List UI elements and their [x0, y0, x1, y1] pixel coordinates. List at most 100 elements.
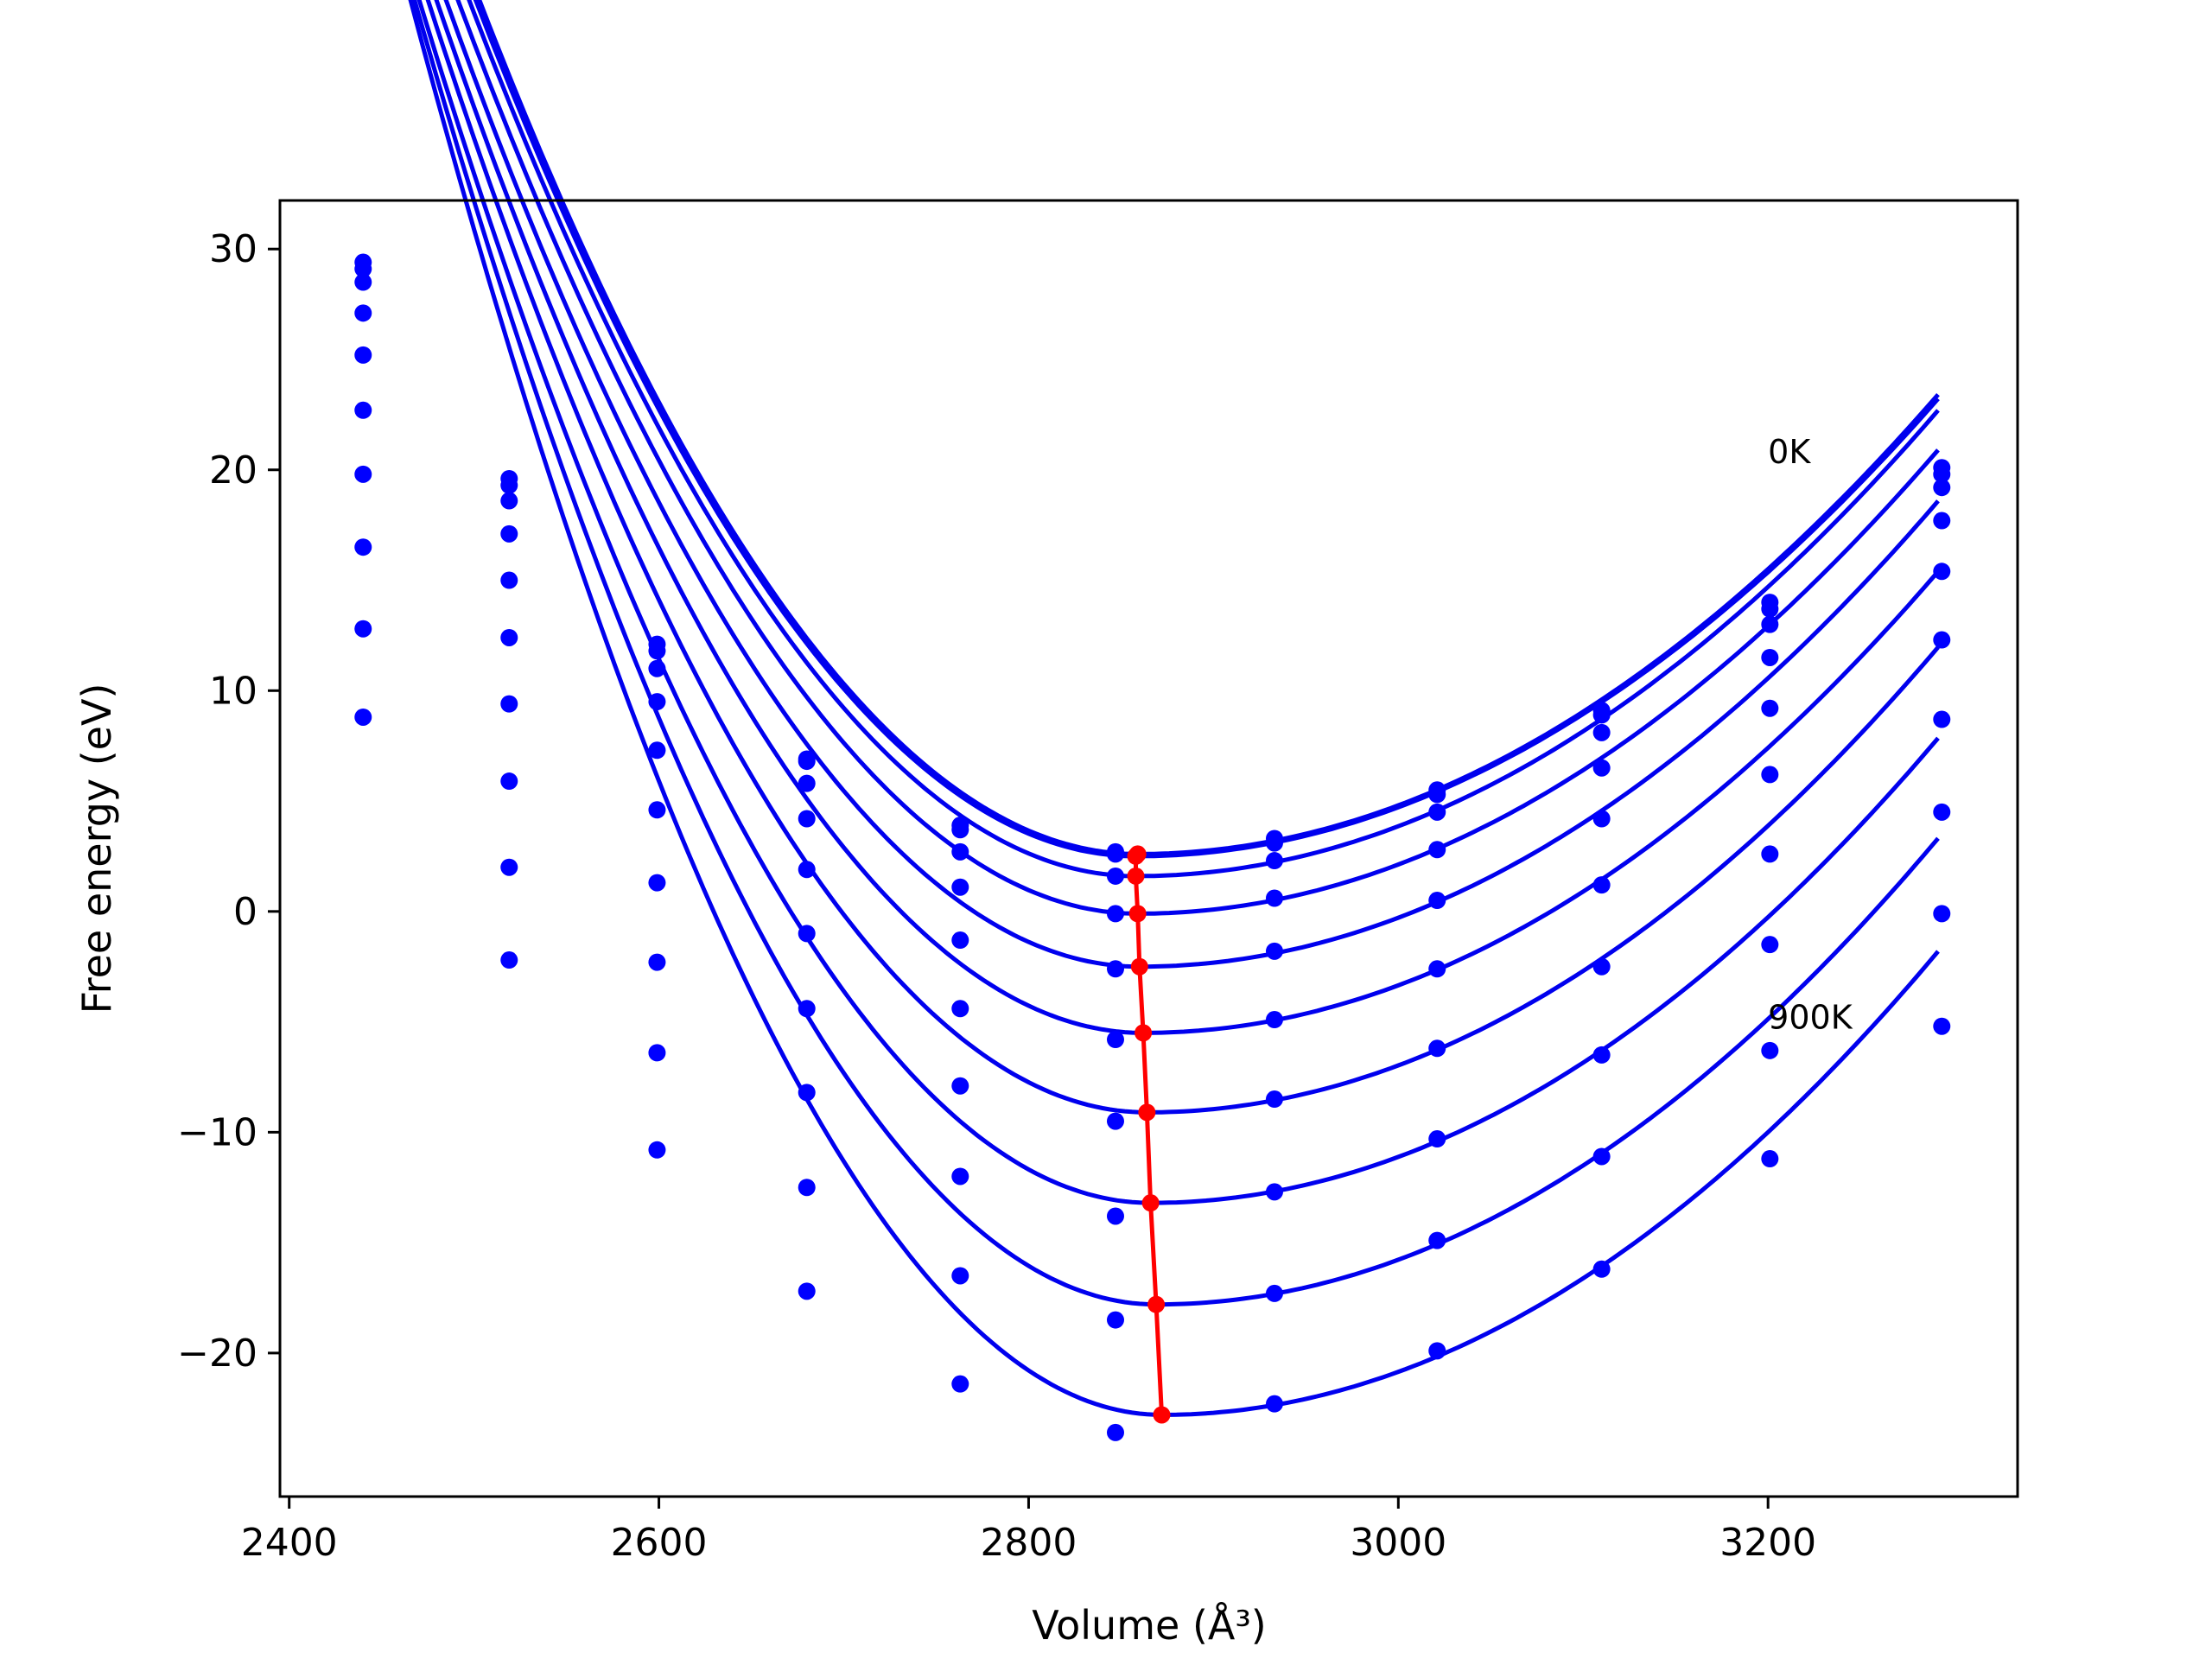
data-point-s8-p0	[354, 620, 372, 638]
data-point-s6-p4	[951, 1077, 969, 1095]
data-point-s4-p0	[354, 346, 372, 364]
minimum-point-4	[1130, 957, 1148, 976]
data-point-s9-p10	[1933, 1017, 1951, 1035]
data-point-s9-p8	[1592, 1260, 1611, 1278]
y-tick-label-10: 10	[209, 669, 257, 713]
data-point-s9-p2	[648, 1141, 666, 1159]
data-point-s8-p10	[1933, 905, 1951, 923]
annotation-1: 900K	[1768, 998, 1853, 1036]
data-point-s8-p3	[798, 1179, 816, 1197]
data-point-s9-p5	[1106, 1423, 1124, 1441]
data-point-s2-p2	[648, 659, 666, 677]
data-point-s3-p1	[500, 524, 518, 543]
data-point-s5-p10	[1933, 631, 1951, 649]
data-point-s4-p6	[1265, 942, 1283, 960]
data-point-s6-p6	[1265, 1090, 1283, 1109]
data-point-s1-p4	[951, 821, 969, 839]
data-point-s8-p6	[1265, 1284, 1283, 1302]
minima-line	[1134, 852, 1164, 1415]
data-point-s7-p1	[500, 772, 518, 791]
data-point-s4-p8	[1592, 810, 1611, 828]
data-point-s6-p10	[1933, 710, 1951, 728]
data-point-s1-p5	[1106, 845, 1124, 863]
data-point-s9-p3	[798, 1282, 816, 1300]
data-point-s9-p4	[951, 1375, 969, 1393]
data-point-s3-p0	[354, 304, 372, 322]
data-point-s1-p9	[1761, 600, 1779, 618]
data-point-s4-p7	[1428, 892, 1446, 910]
data-point-s4-p4	[951, 931, 969, 950]
data-point-s2-p3	[798, 774, 816, 792]
fit-curve-9	[408, 0, 1940, 1418]
minimum-point-9	[1153, 1406, 1171, 1424]
data-point-s9-p7	[1428, 1342, 1446, 1360]
data-point-s6-p8	[1592, 957, 1611, 976]
x-tick-label-2400: 2400	[241, 1521, 338, 1565]
data-point-s7-p6	[1265, 1183, 1283, 1201]
data-point-s5-p6	[1265, 1011, 1283, 1029]
data-point-s6-p2	[648, 874, 666, 892]
x-tick-label-2600: 2600	[611, 1521, 708, 1565]
minimum-point-2	[1127, 867, 1145, 885]
data-point-s2-p1	[500, 492, 518, 510]
data-point-s2-p8	[1592, 723, 1611, 741]
data-point-s8-p4	[951, 1267, 969, 1285]
data-point-s3-p8	[1592, 759, 1611, 777]
data-point-s8-p7	[1428, 1231, 1446, 1249]
axes-frame	[278, 199, 2019, 1498]
data-point-s8-p5	[1106, 1311, 1124, 1329]
data-point-s5-p2	[648, 801, 666, 819]
data-point-s8-p1	[500, 858, 518, 876]
fit-curve-1	[473, 0, 1940, 859]
data-point-s2-p6	[1265, 852, 1283, 870]
data-point-s1-p8	[1592, 706, 1611, 724]
data-point-s7-p2	[648, 953, 666, 971]
data-point-s6-p9	[1761, 845, 1779, 863]
data-point-s6-p3	[798, 1000, 816, 1018]
y-tick-label--20: −20	[177, 1332, 257, 1376]
data-point-s7-p3	[798, 1084, 816, 1102]
data-point-s2-p7	[1428, 803, 1446, 821]
data-point-s9-p6	[1265, 1395, 1283, 1413]
y-tick-label-20: 20	[209, 448, 257, 493]
data-point-s1-p0	[354, 260, 372, 278]
minimum-point-1	[1127, 847, 1145, 865]
data-point-s7-p9	[1761, 936, 1779, 954]
data-point-s5-p5	[1106, 1031, 1124, 1049]
data-point-s7-p7	[1428, 1130, 1446, 1148]
data-point-s2-p4	[951, 842, 969, 861]
y-tick-label-0: 0	[233, 890, 257, 934]
data-point-s3-p2	[648, 693, 666, 711]
fit-curve-3	[455, 0, 1940, 916]
data-point-s6-p1	[500, 695, 518, 713]
y-axis-label: Free energy (eV)	[73, 683, 120, 1014]
data-point-s3-p4	[951, 878, 969, 896]
minimum-point-5	[1135, 1024, 1153, 1042]
x-tick-label-3000: 3000	[1350, 1521, 1446, 1565]
data-point-s6-p0	[354, 465, 372, 483]
data-point-s5-p9	[1761, 766, 1779, 784]
annotation-0: 0K	[1768, 433, 1811, 471]
data-point-s7-p4	[951, 1167, 969, 1185]
data-point-s9-p0	[354, 708, 372, 726]
x-tick-label-3200: 3200	[1719, 1521, 1816, 1565]
data-point-s3-p10	[1933, 512, 1951, 530]
data-point-s3-p9	[1761, 648, 1779, 666]
fit-curve-2	[467, 0, 1940, 879]
data-point-s4-p10	[1933, 563, 1951, 581]
minimum-point-7	[1141, 1194, 1160, 1212]
data-point-s9-p1	[500, 951, 518, 969]
data-point-s7-p8	[1592, 1046, 1611, 1064]
data-point-s6-p7	[1428, 1039, 1446, 1058]
data-point-s2-p5	[1106, 867, 1124, 885]
plot-area	[354, 0, 1951, 1441]
data-point-s7-p10	[1933, 803, 1951, 821]
data-point-s4-p3	[798, 861, 816, 879]
data-point-s5-p8	[1592, 876, 1611, 894]
data-point-s4-p9	[1761, 699, 1779, 717]
axis-ticks: 2400 2600 2800 3000 3200 −20 −10 0 10 20 30	[177, 227, 1816, 1565]
data-point-s1-p2	[648, 642, 666, 660]
minimum-point-6	[1138, 1103, 1156, 1122]
data-point-s1-p6	[1265, 834, 1283, 852]
